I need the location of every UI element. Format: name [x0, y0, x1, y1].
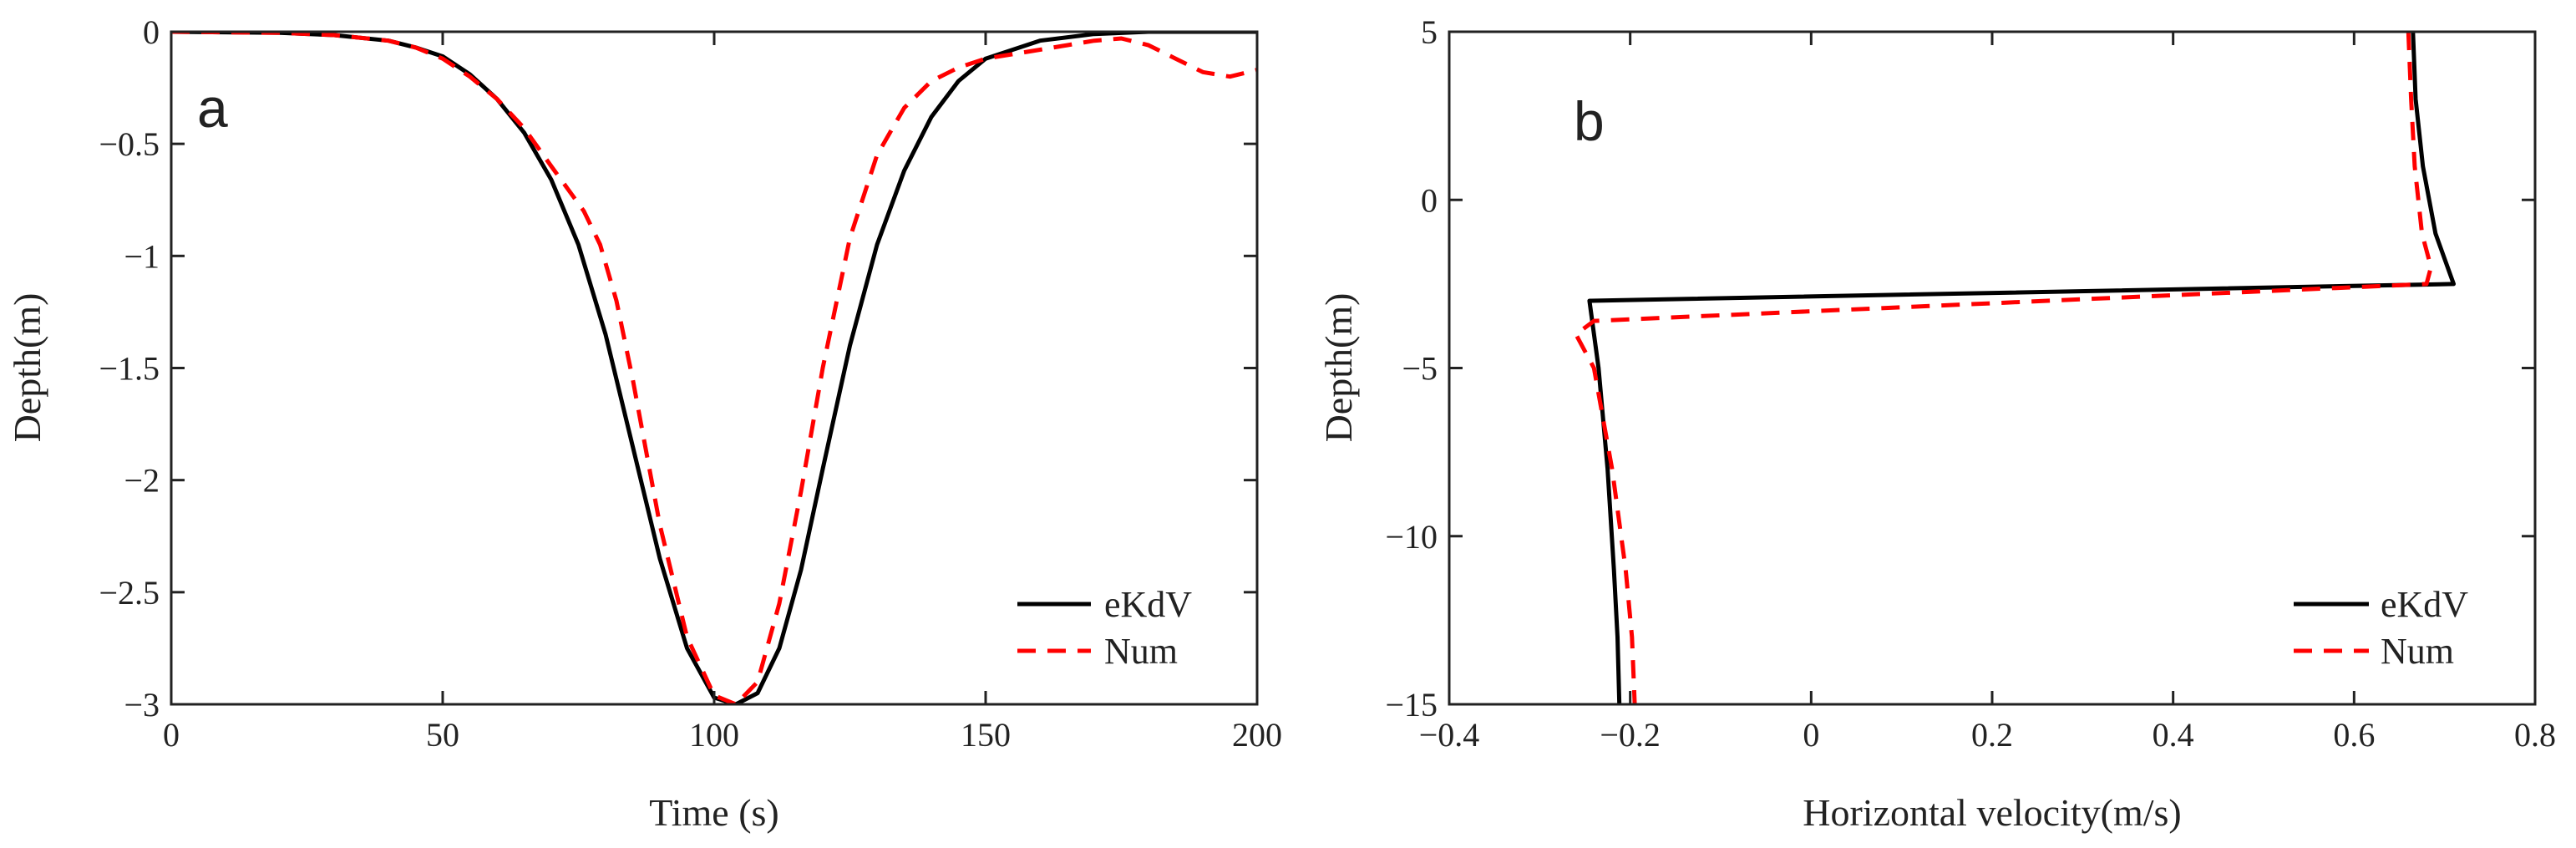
panel-b-y-tick-label: −5	[1402, 350, 1438, 388]
panel-a-y-tick-label: 0	[143, 13, 160, 51]
panel-b-x-tick-label: 0.8	[2514, 716, 2556, 754]
panel-b-letter: b	[1574, 90, 1605, 152]
panel-a-legend-label-ekdv: eKdV	[1104, 584, 1192, 625]
panel-b-x-tick-label: 0.2	[1971, 716, 2013, 754]
panel-b-x-tick-label: 0.4	[2153, 716, 2194, 754]
panel-b-depth-velocity: −0.4 −0.2 0 0.2 0.4 0.6 0.8 5 0 −5 −10 −15 b Horiz…	[1317, 13, 2556, 834]
panel-a-y-tick-label: −0.5	[99, 125, 160, 163]
panel-a-x-tick-label: 50	[426, 716, 459, 754]
panel-a-y-tick-label: −1.5	[99, 350, 160, 388]
panel-a-x-tick-label: 150	[961, 716, 1011, 754]
panel-a-y-tick-label: −1	[124, 237, 160, 275]
panel-b-x-tick-label: 0.6	[2333, 716, 2375, 754]
panel-a-y-tick-label: −3	[124, 686, 160, 724]
panel-a-legend: eKdV Num	[1017, 584, 1192, 672]
panel-a-depth-time: 0 50 100 150 200 0 −0.5 −1 −1.5 −2 −2.5 −3 a Time …	[6, 13, 1282, 834]
panel-b-x-axis-label: Horizontal velocity(m/s)	[1803, 791, 2182, 834]
panel-a-x-ticks: 0 50 100 150 200	[163, 32, 1282, 754]
panel-b-y-axis-label: Depth(m)	[1317, 293, 1360, 443]
panel-a-y-axis-label: Depth(m)	[6, 293, 48, 443]
panel-b-x-tick-label: −0.4	[1419, 716, 1480, 754]
panel-b-plot-area	[1574, 32, 2456, 704]
panel-a-x-tick-label: 100	[689, 716, 739, 754]
panel-b-x-ticks: −0.4 −0.2 0 0.2 0.4 0.6 0.8	[1419, 32, 2556, 754]
panel-b-series-num	[1574, 32, 2433, 704]
panel-b-y-tick-label: −15	[1385, 686, 1438, 724]
panel-b-y-tick-label: 0	[1421, 181, 1438, 219]
panel-a-axes-frame	[170, 30, 1259, 706]
panel-b-y-tick-label: −10	[1385, 518, 1438, 556]
panel-a-x-axis-label: Time (s)	[649, 791, 779, 834]
panel-b-y-ticks: 5 0 −5 −10 −15	[1385, 13, 2535, 724]
panel-a-letter: a	[197, 77, 228, 139]
panel-b-series-ekdv	[1587, 32, 2456, 704]
panel-a-plot-area	[171, 32, 1257, 704]
panel-a-legend-label-num: Num	[1104, 631, 1178, 672]
panel-a-x-tick-label: 200	[1232, 716, 1282, 754]
panel-b-legend-label-ekdv: eKdV	[2381, 584, 2468, 625]
panel-a-y-ticks: 0 −0.5 −1 −1.5 −2 −2.5 −3	[99, 13, 1257, 724]
panel-b-x-tick-label: 0	[1803, 716, 1819, 754]
panel-a-y-tick-label: −2	[124, 462, 160, 500]
panel-a-y-tick-label: −2.5	[99, 574, 160, 612]
panel-b-y-tick-label: 5	[1421, 13, 1438, 51]
panel-a-series-num	[171, 32, 1257, 704]
panel-a-series-ekdv	[171, 32, 1257, 704]
panel-b-legend-label-num: Num	[2381, 631, 2454, 672]
panel-b-legend: eKdV Num	[2294, 584, 2468, 672]
panel-b-axes-frame	[1448, 30, 2537, 706]
panel-b-x-tick-label: −0.2	[1600, 716, 1661, 754]
panel-a-x-tick-label: 0	[163, 716, 180, 754]
